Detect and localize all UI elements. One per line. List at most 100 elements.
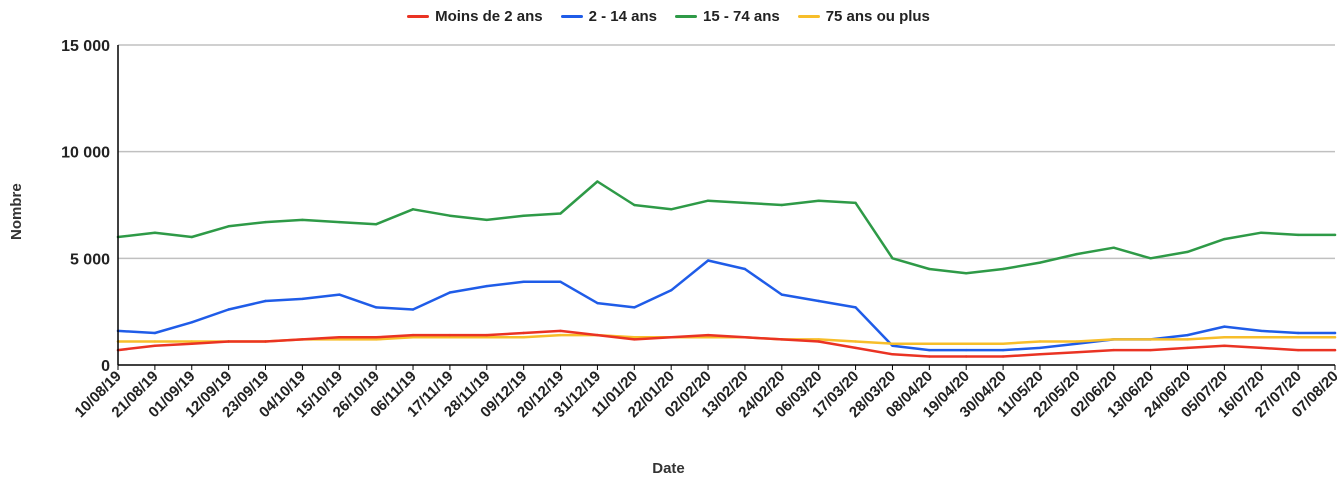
legend-item[interactable]: 15 - 74 ans (674, 8, 780, 25)
legend-swatch (560, 15, 583, 18)
data-point (522, 336, 525, 339)
data-point (1112, 338, 1115, 341)
data-point (1296, 331, 1300, 335)
data-point (670, 208, 673, 211)
data-point (227, 225, 230, 228)
data-point (928, 348, 931, 352)
series-line (116, 329, 1337, 358)
y-tick-label: 15 000 (61, 38, 110, 55)
data-point (1333, 233, 1337, 237)
x-tick-labels: 10/08/1921/08/1901/09/1912/09/1923/09/19… (72, 365, 1337, 421)
data-point (338, 220, 341, 224)
data-point (1296, 336, 1300, 339)
data-point (1075, 342, 1079, 345)
data-point (1038, 353, 1042, 356)
data-point (411, 336, 415, 339)
data-point (633, 336, 636, 339)
data-point (1075, 351, 1079, 354)
data-point (559, 329, 562, 333)
data-point (264, 340, 267, 343)
data-point (1260, 329, 1263, 333)
legend-swatch (674, 15, 697, 18)
data-point (965, 342, 968, 345)
data-point (485, 336, 488, 339)
data-point (1038, 261, 1042, 264)
data-point (1333, 331, 1337, 335)
data-point (1260, 336, 1263, 339)
data-point (633, 338, 636, 341)
x-axis-title: Date (652, 460, 685, 477)
data-point (780, 293, 783, 296)
y-tick-label: 0 (101, 358, 110, 375)
legend-item[interactable]: Moins de 2 ans (407, 8, 543, 25)
data-point (743, 267, 747, 271)
data-point (522, 331, 525, 335)
data-point (743, 336, 747, 339)
data-point (375, 336, 378, 339)
y-tick-label: 10 000 (61, 145, 110, 162)
data-point (448, 214, 452, 217)
data-point (1186, 338, 1189, 341)
data-point (522, 214, 525, 217)
data-point (743, 201, 747, 205)
legend-item[interactable]: 75 ans ou plus (797, 8, 930, 25)
data-point (411, 208, 415, 211)
data-point (1260, 346, 1263, 350)
legend-item[interactable]: 2 - 14 ans (560, 8, 657, 25)
legend-swatch (407, 15, 430, 18)
legend: Moins de 2 ans 2 - 14 ans 15 - 74 ans 75… (0, 8, 1337, 25)
data-point (1001, 348, 1005, 352)
data-point (448, 333, 452, 337)
data-point (190, 321, 193, 324)
data-point (338, 338, 341, 341)
data-point (1001, 267, 1005, 271)
data-point (817, 199, 820, 202)
data-point (780, 338, 783, 341)
data-point (264, 220, 267, 224)
data-point (1001, 342, 1005, 345)
data-point (375, 223, 378, 226)
data-point (854, 346, 857, 350)
data-point (633, 306, 636, 309)
data-point (1260, 231, 1263, 234)
data-point (1075, 252, 1079, 256)
data-point (338, 336, 341, 339)
data-point (1038, 346, 1042, 350)
data-point (891, 257, 894, 260)
data-point (559, 333, 562, 337)
data-point (1038, 340, 1042, 343)
legend-label: 15 - 74 ans (702, 8, 780, 25)
data-point (411, 308, 415, 311)
data-point (1075, 340, 1079, 343)
data-point (448, 291, 452, 294)
data-point (965, 355, 968, 358)
legend-label: Moins de 2 ans (435, 8, 543, 25)
y-tick-labels: 0 5 000 10 000 15 000 (61, 38, 110, 375)
data-point (1001, 355, 1005, 358)
data-point (817, 340, 820, 343)
data-point (706, 259, 710, 262)
series-line (116, 180, 1337, 275)
data-point (1333, 348, 1337, 352)
data-point (264, 299, 267, 303)
axes (117, 45, 1335, 366)
data-point (1186, 346, 1189, 350)
data-point (338, 293, 341, 296)
data-point (596, 301, 599, 305)
data-point (559, 212, 562, 215)
data-point (817, 338, 820, 341)
data-point (301, 297, 304, 301)
data-point (780, 203, 783, 207)
legend-swatch (797, 15, 820, 18)
data-point (854, 306, 857, 309)
data-point (1223, 336, 1226, 339)
data-point (375, 338, 378, 341)
legend-label: 2 - 14 ans (588, 8, 657, 25)
data-point (301, 218, 304, 222)
data-point (633, 203, 636, 207)
data-point (1149, 348, 1152, 352)
legend-label: 75 ans ou plus (825, 8, 930, 25)
data-point (854, 201, 857, 205)
data-point (153, 340, 157, 343)
